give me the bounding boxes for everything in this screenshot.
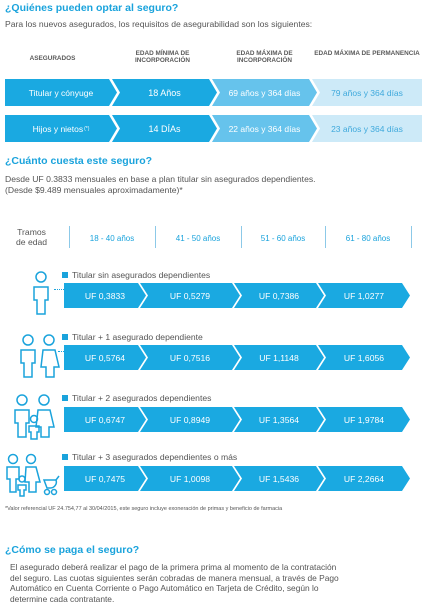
payment-line: Automático en Cuenta Corriente o Pago Au…: [10, 583, 319, 593]
age-range-1: 18 - 40 años: [89, 234, 135, 243]
divider: [155, 226, 156, 248]
cell-insured: Hijos y nietos (*): [5, 115, 117, 142]
price-cell: UF 1,6056: [318, 345, 410, 370]
price-cell: UF 0,7516: [140, 345, 240, 370]
price-value: UF 1,3564: [258, 414, 300, 425]
price-cell: UF 0,8949: [140, 407, 240, 432]
price-value: UF 0,8949: [169, 414, 211, 425]
payment-line: El asegurado deberá realizar el pago de …: [10, 562, 337, 572]
max-incorporation-value: 22 años y 364 días: [228, 123, 301, 134]
plan-label: Titular + 1 asegurado dependiente: [62, 332, 203, 342]
bullet-square: [62, 454, 68, 460]
price-cell: UF 0,7386: [234, 283, 324, 308]
cost-intro-line-2: (Desde $9.489 mensuales aproximadamente)…: [5, 185, 183, 195]
price-cell: UF 1,5436: [234, 466, 324, 491]
bullet-square: [62, 395, 68, 401]
cost-intro-line-1: Desde UF 0.3833 mensuales en base a plan…: [5, 174, 316, 184]
price-value: UF 0,3833: [84, 290, 126, 301]
divider: [241, 226, 242, 248]
single-person-icon: [33, 271, 49, 315]
min-age-value: 18 Años: [148, 87, 181, 98]
cell-max-incorporation: 22 años y 364 días: [212, 115, 317, 142]
cell-min-age: 14 DÍAs: [112, 115, 217, 142]
plan-label: Titular + 2 asegurados dependientes: [62, 393, 211, 403]
payment-text: El asegurado deberá realizar el pago de …: [10, 562, 339, 604]
min-age-value: 14 DÍAs: [148, 123, 181, 134]
price-value: UF 0,7386: [258, 290, 300, 301]
connector: [58, 351, 64, 352]
plan-label: Titular sin asegurados dependientes: [62, 270, 210, 280]
cell-min-age: 18 Años: [112, 79, 217, 106]
family-icon: [6, 453, 60, 497]
header-insured: ASEGURADOS: [29, 55, 76, 62]
price-value: UF 1,0277: [343, 290, 385, 301]
bullet-square: [62, 334, 68, 340]
header-min-age: EDAD MÍNIMA DE INCORPORACIÓN: [134, 50, 191, 64]
max-permanence-value: 79 años y 364 días: [331, 87, 403, 98]
price-value: UF 0,7475: [84, 473, 126, 484]
plan-label: Titular + 3 asegurados dependientes o má…: [62, 452, 237, 462]
section-title-cost: ¿Cuánto cuesta este seguro?: [5, 155, 153, 167]
max-incorporation-value: 69 años y 364 días: [228, 87, 301, 98]
plan-label-text: Titular + 3 asegurados dependientes o má…: [72, 452, 238, 462]
connector: [54, 289, 64, 290]
plan-label-text: Titular sin asegurados dependientes: [72, 270, 211, 280]
cell-max-incorporation: 69 años y 364 días: [212, 79, 317, 106]
cell-max-permanence: 79 años y 364 días: [312, 79, 422, 106]
divider: [411, 226, 412, 248]
price-value: UF 1,1148: [259, 352, 299, 363]
price-cell: UF 0,5279: [140, 283, 240, 308]
price-cell: UF 0,6747: [64, 407, 146, 432]
price-cell: UF 1,3564: [234, 407, 324, 432]
price-value: UF 1,0098: [169, 473, 211, 484]
requirements-intro: Para los nuevos asegurados, los requisit…: [5, 19, 313, 29]
plan-label-text: Titular + 2 asegurados dependientes: [72, 393, 212, 403]
price-cell: UF 0,3833: [64, 283, 146, 308]
price-value: UF 0,5764: [84, 352, 126, 363]
footnote: *Valor referencial UF 24.754,77 al 30/04…: [5, 506, 283, 512]
divider: [69, 226, 70, 248]
price-value: UF 0,7516: [169, 352, 211, 363]
price-cell: UF 2,2664: [318, 466, 410, 491]
cell-insured: Titular y cónyuge: [5, 79, 117, 106]
insured-superscript: (*): [84, 125, 90, 132]
plan-label-text: Titular + 1 asegurado dependiente: [72, 332, 203, 342]
price-value: UF 2,2664: [343, 473, 385, 484]
price-cell: UF 1,0098: [140, 466, 240, 491]
cell-max-permanence: 23 años y 364 días: [312, 115, 422, 142]
price-value: UF 1,9784: [343, 414, 385, 425]
payment-line: determine cada contratante.: [10, 593, 115, 604]
age-bracket-label-line-1: Tramos: [17, 227, 46, 237]
price-value: UF 0,5279: [169, 290, 211, 301]
age-bracket-label-line-2: de edad: [16, 237, 48, 247]
section-title-payment: ¿Cómo se paga el seguro?: [5, 544, 140, 556]
price-value: UF 1,5436: [258, 473, 300, 484]
header-max-permanence: EDAD MÁXIMA DE PERMANENCIA: [314, 50, 420, 57]
insured-label: Hijos y nietos: [32, 123, 84, 134]
price-cell: UF 0,7475: [64, 466, 146, 491]
price-cell: UF 1,0277: [318, 283, 410, 308]
section-title-who: ¿Quiénes pueden optar al seguro?: [5, 2, 179, 14]
bullet-square: [62, 272, 68, 278]
age-range-2: 41 - 50 años: [175, 234, 221, 243]
price-value: UF 1,6056: [343, 352, 385, 363]
price-cell: UF 1,1148: [234, 345, 324, 370]
price-cell: UF 0,5764: [64, 345, 146, 370]
age-bracket-label: Tramos de edad: [16, 227, 47, 247]
insured-label: Titular y cónyuge: [28, 87, 94, 98]
divider: [325, 226, 326, 248]
two-persons-icon: [20, 334, 60, 378]
three-persons-icon: [14, 394, 55, 440]
header-max-incorporation: EDAD MÁXIMA DE INCORPORACIÓN: [236, 50, 293, 64]
price-value: UF 0,6747: [84, 414, 126, 425]
age-range-4: 61 - 80 años: [345, 234, 391, 243]
max-permanence-value: 23 años y 364 días: [331, 123, 403, 134]
age-range-3: 51 - 60 años: [260, 234, 306, 243]
price-cell: UF 1,9784: [318, 407, 410, 432]
payment-line: del seguro. Las cuotas siguientes serán …: [10, 572, 339, 583]
